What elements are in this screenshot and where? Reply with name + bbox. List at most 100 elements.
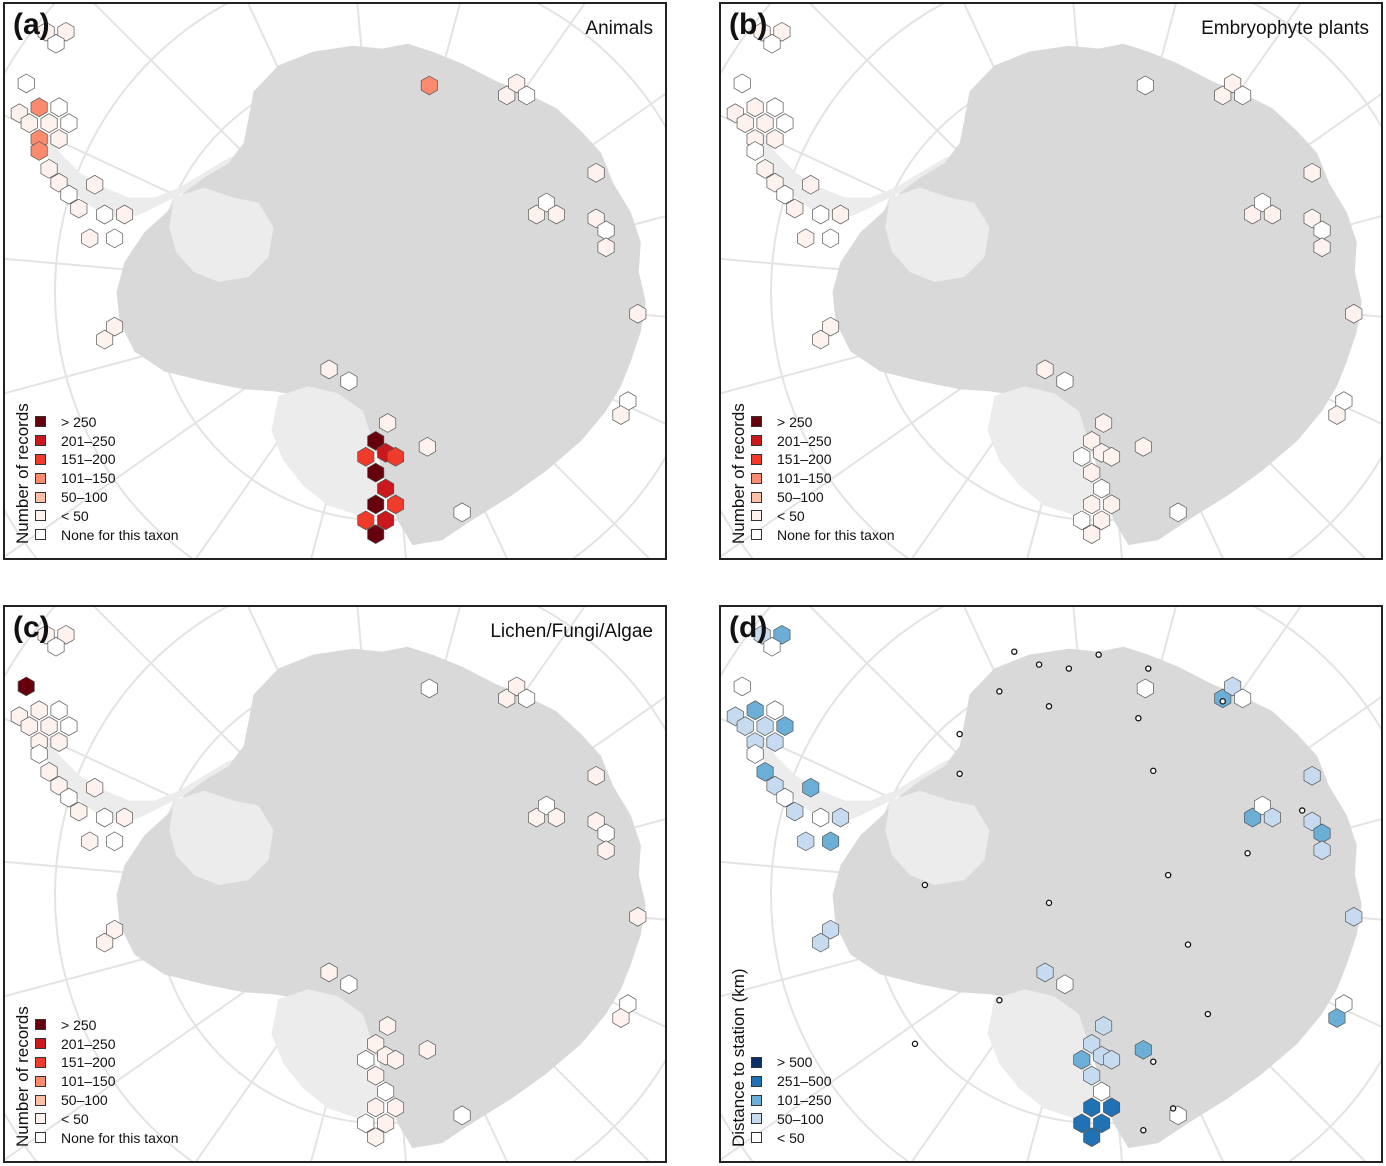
research-station-marker bbox=[1150, 1058, 1157, 1065]
hex-cell bbox=[1036, 962, 1054, 983]
legend-swatch bbox=[751, 510, 762, 522]
antarctica-landmass bbox=[832, 43, 1362, 546]
hex-cell bbox=[776, 184, 794, 205]
ice-shelf bbox=[756, 133, 965, 221]
hex-cell bbox=[40, 158, 58, 179]
hex-cell bbox=[367, 524, 385, 545]
legend-item: 101–250 bbox=[751, 1091, 832, 1110]
hex-cell bbox=[1093, 1113, 1111, 1134]
hex-cell bbox=[1073, 510, 1091, 531]
hex-cell bbox=[96, 204, 114, 225]
hex-cell bbox=[498, 688, 516, 709]
hex-cell bbox=[367, 1065, 385, 1086]
hex-cell bbox=[587, 162, 605, 183]
hex-cell bbox=[1093, 510, 1111, 531]
hex-cell bbox=[746, 744, 764, 764]
hex-cell bbox=[453, 502, 471, 523]
ice-shelf bbox=[756, 736, 965, 824]
hex-cell bbox=[547, 204, 565, 225]
hex-cell bbox=[812, 932, 830, 953]
legend-swatch bbox=[751, 1132, 762, 1144]
antarctica-landmass bbox=[116, 43, 646, 546]
legend-swatch bbox=[751, 491, 762, 503]
hex-cell bbox=[1263, 807, 1281, 828]
legend-title: Number of records bbox=[729, 403, 748, 544]
research-station-marker bbox=[1045, 899, 1053, 907]
hex-cell bbox=[70, 801, 88, 822]
hex-cell bbox=[756, 113, 774, 133]
parallel-circle bbox=[770, 4, 1381, 558]
hex-cell bbox=[1083, 494, 1101, 515]
hex-cell bbox=[597, 823, 615, 844]
hex-cell bbox=[340, 974, 358, 995]
legend-item: < 50 bbox=[751, 506, 895, 525]
legend-swatch bbox=[751, 472, 762, 484]
legend-item: < 50 bbox=[35, 1109, 179, 1128]
research-station-marker bbox=[996, 996, 1003, 1004]
legend-label: 50–100 bbox=[777, 1110, 824, 1127]
hex-cells bbox=[726, 21, 1363, 545]
research-station-marker bbox=[1140, 1126, 1147, 1134]
hex-cell bbox=[17, 676, 35, 697]
hex-cell bbox=[47, 33, 65, 54]
legend-swatch bbox=[35, 1113, 46, 1125]
hex-cell bbox=[106, 831, 124, 852]
hex-cell bbox=[766, 97, 784, 118]
legend-items: > 250 201–250 151–200 101–150 50–100 < 50 None… bbox=[35, 1015, 179, 1147]
hex-cell bbox=[786, 801, 804, 822]
research-station-marker bbox=[1065, 665, 1073, 672]
legend-label: 151–200 bbox=[61, 1054, 116, 1071]
hex-cell bbox=[379, 1016, 397, 1036]
hex-cell bbox=[1303, 162, 1321, 183]
legend-item: None for this taxon bbox=[751, 525, 895, 544]
ross-ice-shelf bbox=[987, 386, 1094, 516]
hex-cell bbox=[1134, 436, 1152, 457]
ronne-ice-shelf bbox=[885, 790, 990, 885]
antarctica-landmass bbox=[832, 646, 1362, 1149]
legend-title: Number of records bbox=[13, 1006, 32, 1147]
legend-item: < 50 bbox=[751, 1128, 832, 1147]
hex-cell bbox=[420, 75, 438, 96]
hex-cell bbox=[340, 371, 358, 392]
legend-label: > 250 bbox=[61, 413, 97, 430]
hex-cell bbox=[1345, 906, 1363, 927]
hex-cell bbox=[106, 228, 124, 249]
legend-item: 50–100 bbox=[751, 1109, 832, 1128]
hex-cell bbox=[629, 906, 647, 927]
hex-cell bbox=[776, 113, 794, 133]
hex-cell bbox=[1093, 478, 1111, 499]
legend-swatch bbox=[751, 1075, 762, 1087]
legend-label: 151–200 bbox=[777, 451, 832, 468]
hex-cell bbox=[756, 761, 774, 782]
legend-item: 151–200 bbox=[35, 450, 179, 469]
legend-item: 50–100 bbox=[35, 1091, 179, 1110]
legend-label: 251–500 bbox=[777, 1073, 832, 1090]
legend-item: 151–200 bbox=[35, 1053, 179, 1072]
ronne-ice-shelf bbox=[169, 790, 274, 885]
hex-cell bbox=[1244, 807, 1262, 828]
hex-cell bbox=[612, 1008, 630, 1028]
parallel-circle bbox=[54, 607, 665, 1161]
legend-swatch bbox=[35, 1075, 46, 1087]
hex-cell bbox=[1103, 494, 1121, 515]
hex-cell bbox=[763, 636, 781, 657]
legend-item: 50–100 bbox=[35, 488, 179, 507]
hex-cell bbox=[30, 97, 48, 118]
hex-cell bbox=[1093, 1081, 1111, 1102]
hex-cell bbox=[1095, 413, 1113, 433]
hex-cell bbox=[70, 198, 88, 219]
hex-cell bbox=[812, 329, 830, 350]
antarctica-map bbox=[5, 607, 665, 1161]
hex-cell bbox=[498, 85, 516, 106]
legend-label: 50–100 bbox=[61, 1092, 108, 1108]
hex-cell bbox=[797, 831, 815, 852]
legend-item: 201–250 bbox=[751, 431, 895, 450]
legend-label: > 500 bbox=[777, 1054, 813, 1071]
legend-swatch bbox=[35, 435, 46, 447]
hex-cell bbox=[377, 1113, 395, 1134]
hex-cell bbox=[1095, 1016, 1113, 1036]
legend-swatch bbox=[751, 529, 762, 541]
hex-cell bbox=[1073, 1049, 1091, 1070]
legend-label: > 250 bbox=[777, 413, 813, 430]
hex-cell bbox=[1313, 220, 1331, 241]
